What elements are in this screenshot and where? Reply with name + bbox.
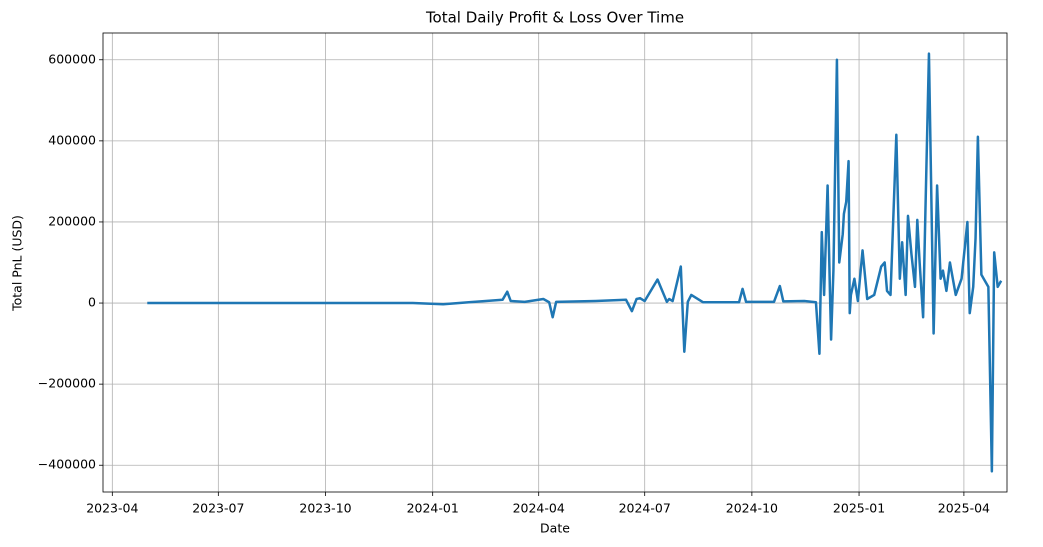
y-axis-label: Total PnL (USD)	[10, 215, 25, 312]
data-line	[147, 52, 1003, 473]
y-tick-label: 600000	[48, 51, 96, 66]
x-tick-label: 2023-10	[299, 501, 351, 516]
x-tick-label: 2024-01	[407, 501, 459, 516]
x-tick-label: 2025-01	[833, 501, 885, 516]
y-tick-label: 200000	[48, 213, 96, 228]
y-tick-label: −200000	[38, 376, 96, 391]
y-tick-label: 0	[88, 295, 96, 310]
y-tick-label: −400000	[38, 457, 96, 472]
x-axis-label: Date	[540, 521, 570, 536]
x-tick-label: 2023-04	[86, 501, 138, 516]
x-tick-label: 2023-07	[192, 501, 244, 516]
plot-frame	[102, 32, 1008, 493]
x-tick-label: 2025-04	[938, 501, 990, 516]
x-tick-label: 2024-04	[513, 501, 565, 516]
chart-title: Total Daily Profit & Loss Over Time	[425, 9, 684, 27]
x-tick-label: 2024-07	[619, 501, 671, 516]
y-tick-label: 400000	[48, 132, 96, 147]
x-tick-label: 2024-10	[726, 501, 778, 516]
